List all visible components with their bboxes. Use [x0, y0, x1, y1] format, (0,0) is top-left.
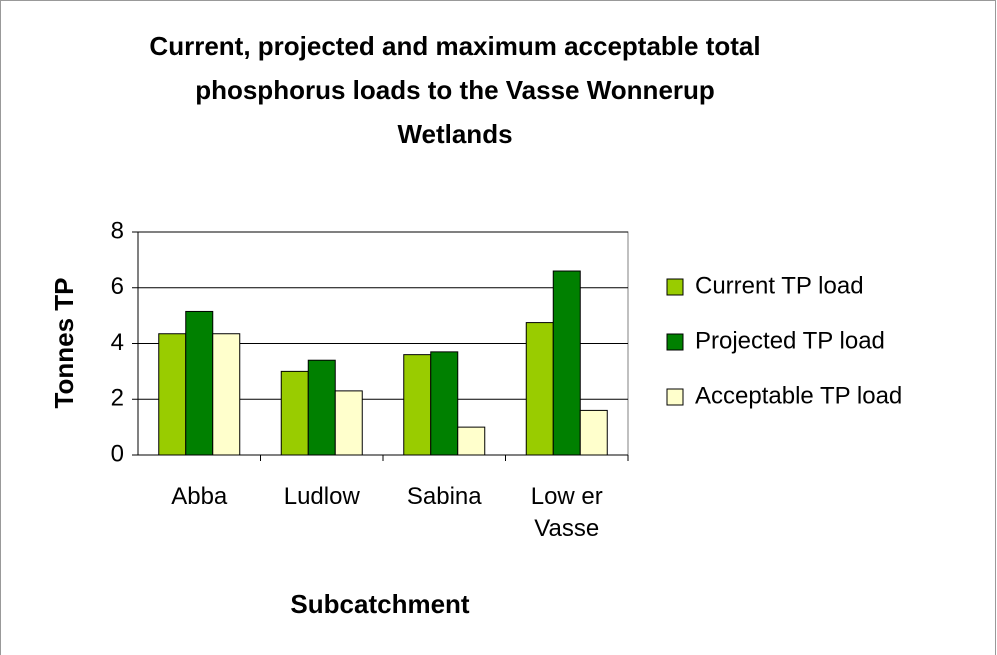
- legend-swatch: [666, 388, 684, 406]
- legend-label: Current TP load: [695, 272, 864, 299]
- y-axis-label: Tonnes TP: [49, 278, 79, 409]
- y-tick-label: 2: [111, 385, 124, 412]
- chart-title: Current, projected and maximum acceptabl…: [149, 31, 760, 61]
- legend-swatch: [666, 278, 684, 296]
- y-tick-label: 4: [111, 329, 124, 356]
- bar: [158, 333, 187, 456]
- bar: [334, 390, 363, 456]
- chart-title: Wetlands: [397, 119, 512, 149]
- bar: [525, 322, 554, 456]
- bar: [185, 310, 214, 456]
- x-tick-label: Sabina: [406, 483, 482, 510]
- bar: [457, 426, 486, 456]
- x-axis-label: Subcatchment: [290, 589, 469, 619]
- bar: [307, 359, 336, 456]
- bar: [430, 351, 459, 456]
- legend-label: Projected TP load: [695, 327, 885, 354]
- bar: [280, 370, 309, 456]
- legend-swatch: [666, 333, 684, 351]
- y-tick-label: 8: [111, 217, 124, 244]
- chart-title: phosphorus loads to the Vasse Wonnerup: [195, 75, 715, 105]
- bar: [403, 354, 432, 456]
- bar: [212, 333, 241, 456]
- y-tick-label: 0: [111, 440, 124, 467]
- legend-label: Acceptable TP load: [695, 382, 902, 409]
- x-tick-label: Abba: [171, 483, 228, 510]
- x-tick-label: Ludlow: [283, 483, 360, 510]
- x-tick-label: Low er Vasse: [530, 483, 603, 542]
- y-tick-label: 6: [111, 273, 124, 300]
- bar: [552, 270, 581, 456]
- bar: [579, 409, 608, 456]
